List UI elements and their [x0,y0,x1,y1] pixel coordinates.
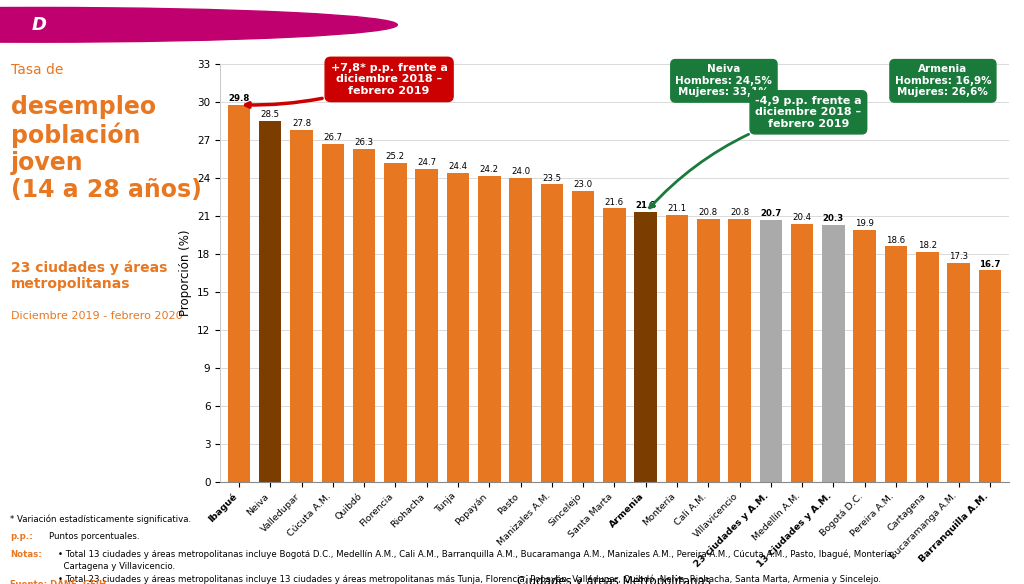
Text: 20.7: 20.7 [760,209,781,218]
Bar [791,224,813,482]
Text: 16.7: 16.7 [979,260,1000,269]
Bar [478,176,501,482]
Bar [259,121,282,482]
Bar [916,252,939,482]
Text: 20.4: 20.4 [793,213,812,222]
Text: 23.0: 23.0 [573,180,593,189]
Text: 24.7: 24.7 [417,158,436,168]
Text: 26.3: 26.3 [354,138,374,147]
Bar [416,169,438,482]
Bar [760,220,782,482]
Bar [446,173,469,482]
Bar [353,149,376,482]
Text: Tasa de: Tasa de [11,64,63,78]
Text: +7,8* p.p. frente a
diciembre 2018 –
febrero 2019: +7,8* p.p. frente a diciembre 2018 – feb… [246,63,447,107]
Text: Puntos porcentuales.: Puntos porcentuales. [49,533,139,541]
Circle shape [0,8,397,42]
Text: Diciembre 2019 - febrero 2020: Diciembre 2019 - febrero 2020 [11,311,182,321]
Bar [666,215,688,482]
Text: • Total 13 ciudades y áreas metropolitanas incluye Bogotá D.C., Medellín A.M., C: • Total 13 ciudades y áreas metropolitan… [58,550,895,583]
X-axis label: Ciudades y áreas Metropolitanas: Ciudades y áreas Metropolitanas [517,575,712,584]
Bar [227,105,250,482]
Bar [635,213,657,482]
Bar [979,270,1001,482]
Y-axis label: Proporción (%): Proporción (%) [178,230,191,317]
Bar [728,218,751,482]
Text: 28.5: 28.5 [261,110,280,119]
Text: 20.3: 20.3 [823,214,844,223]
Bar [853,230,876,482]
Bar [885,246,907,482]
Text: * Variación estadísticamente significativa.: * Variación estadísticamente significati… [10,514,191,524]
Text: Notas:: Notas: [10,550,42,559]
Bar [322,144,344,482]
Bar [697,218,720,482]
Text: 18.2: 18.2 [918,241,937,249]
Text: 20.8: 20.8 [730,208,750,217]
Bar [509,178,531,482]
Text: Armenia
Hombres: 16,9%
Mujeres: 26,6%: Armenia Hombres: 16,9% Mujeres: 26,6% [895,64,991,98]
Text: 27.8: 27.8 [292,119,311,128]
Text: I N F O R M A C I Ó N   P A R A   T O D O S: I N F O R M A C I Ó N P A R A T O D O S [97,18,370,32]
Bar [947,263,970,482]
Text: 21.3: 21.3 [635,201,656,210]
Text: desempleo
población
joven
(14 a 28 años): desempleo población joven (14 a 28 años) [11,95,202,201]
Text: 21.1: 21.1 [668,204,686,213]
Text: 19.9: 19.9 [855,219,874,228]
Text: -4,9 p.p. frente a
diciembre 2018 –
febrero 2019: -4,9 p.p. frente a diciembre 2018 – febr… [649,96,862,208]
Text: p.p.:: p.p.: [10,533,33,541]
Bar [571,191,594,482]
Text: 24.2: 24.2 [479,165,499,173]
Text: 17.3: 17.3 [949,252,968,261]
Text: 24.0: 24.0 [511,167,530,176]
Text: 18.6: 18.6 [887,235,905,245]
Bar [384,163,407,482]
Text: Fuente: DANE, GEIH.: Fuente: DANE, GEIH. [10,580,110,584]
Text: 29.8: 29.8 [228,94,250,103]
Bar [822,225,845,482]
Bar [603,208,626,482]
Text: 23 ciudades y áreas
metropolitanas: 23 ciudades y áreas metropolitanas [11,260,167,291]
Text: Neiva
Hombres: 24,5%
Mujeres: 33,1%: Neiva Hombres: 24,5% Mujeres: 33,1% [676,64,772,98]
Text: 20.8: 20.8 [698,208,718,217]
Text: 23.5: 23.5 [543,173,561,183]
Text: 25.2: 25.2 [386,152,404,161]
Bar [541,185,563,482]
Text: 24.4: 24.4 [449,162,468,171]
Text: 21.6: 21.6 [605,197,624,207]
Bar [290,130,312,482]
Text: 26.7: 26.7 [324,133,342,142]
Text: D: D [32,16,46,34]
